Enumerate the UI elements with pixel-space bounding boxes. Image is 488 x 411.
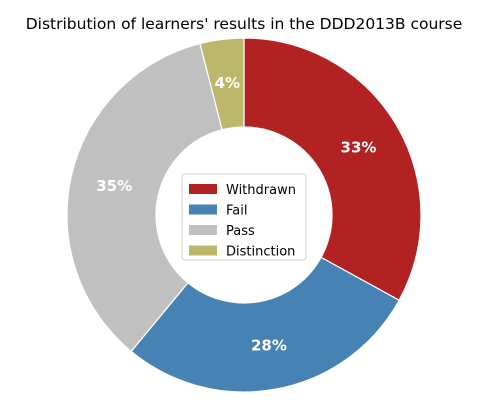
- slice-label-pass: 35%: [96, 177, 132, 195]
- slices-group: [66, 37, 422, 393]
- legend: Withdrawn Fail Pass Distinction: [181, 173, 307, 261]
- legend-label-pass: Pass: [226, 224, 255, 239]
- slice-withdrawn: [243, 37, 422, 302]
- slice-fail: [130, 256, 400, 393]
- slice-distinction: [199, 37, 245, 131]
- slice-label-fail: 28%: [251, 337, 287, 355]
- slice-labels-group: 33% 28% 35% 4%: [96, 74, 376, 355]
- legend-label-fail: Fail: [226, 204, 247, 219]
- slice-label-distinction: 4%: [215, 74, 240, 92]
- slice-label-withdrawn: 33%: [341, 138, 377, 156]
- legend-box: [181, 173, 307, 261]
- slice-pass: [66, 42, 223, 353]
- legend-swatch-distinction: [189, 245, 217, 256]
- chart-title: Distribution of learners' results in the…: [26, 15, 463, 33]
- legend-label-distinction: Distinction: [226, 245, 295, 260]
- legend-label-withdrawn: Withdrawn: [226, 183, 296, 198]
- legend-swatch-pass: [189, 225, 217, 235]
- legend-swatch-fail: [189, 204, 217, 215]
- legend-swatch-withdrawn: [189, 184, 217, 194]
